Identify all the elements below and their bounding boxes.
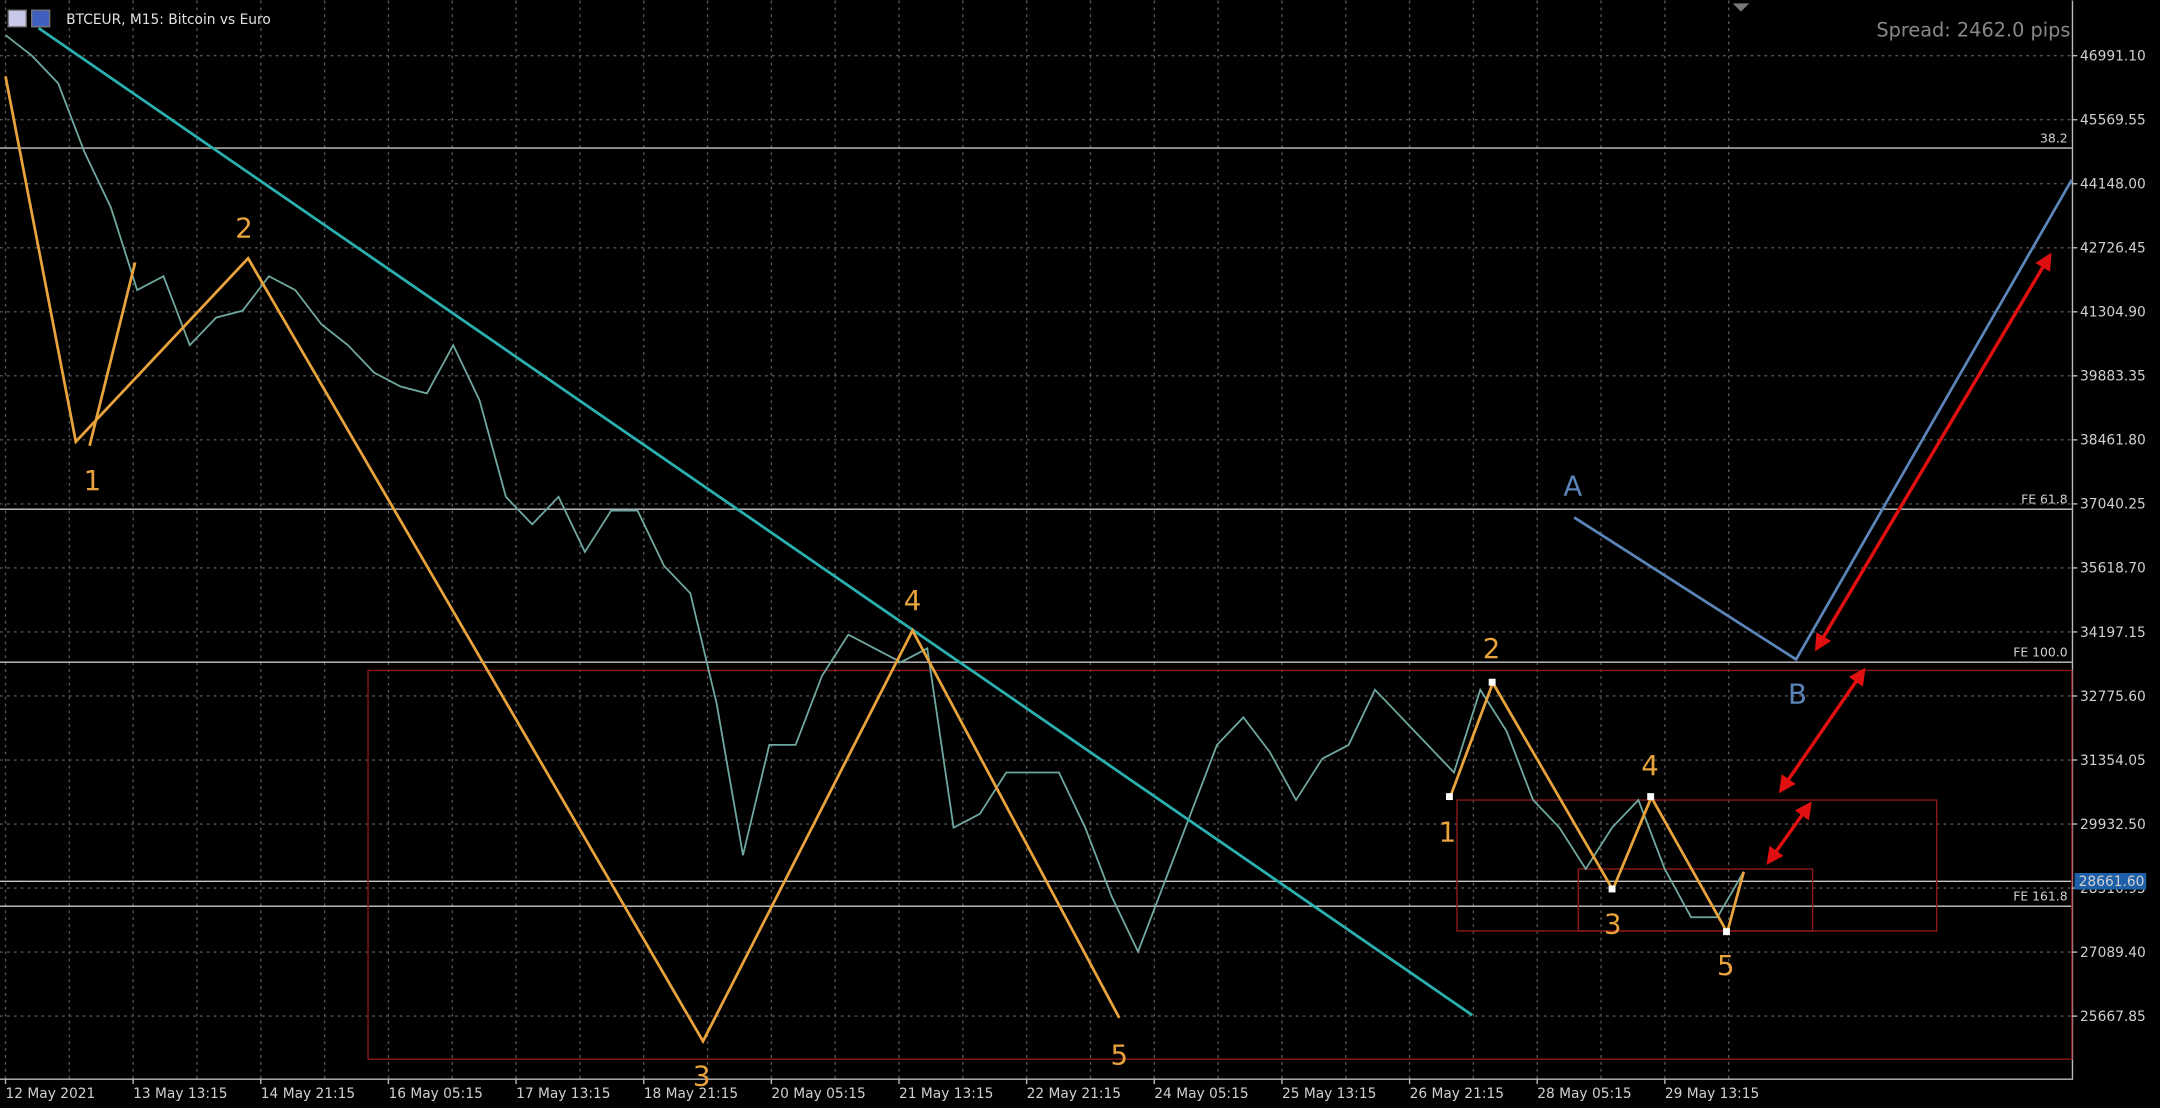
wave-label: 1 [1439,816,1457,848]
arrows [1766,252,2052,865]
symbol-title: BTCEUR, M15: Bitcoin vs Euro [66,12,271,28]
wave-line [88,262,137,447]
y-tick-label: 29932.50 [2080,817,2146,833]
point [1488,678,1496,686]
x-tick-label: 25 May 13:15 [1282,1086,1376,1102]
x-tick-label: 12 May 2021 [6,1086,96,1102]
spread: Spread: 2462.0 pips [1876,18,2070,41]
x-tick-label: 21 May 13:15 [899,1086,993,1102]
level-label: FE 100.0 [2013,645,2067,660]
wave-label: 4 [904,585,922,617]
x-tick-label: 16 May 05:15 [388,1086,482,1102]
y-tick-label: 31354.05 [2080,753,2146,769]
wave-label: 5 [1717,950,1735,982]
y-tick-label: 42726.45 [2080,241,2146,257]
time-axis: 12 May 2021 13 May 13:15 14 May 21:15 16 Ma… [4,1078,1759,1102]
wave-label: 4 [1641,750,1659,782]
y-tick-label: 41304.90 [2080,305,2146,321]
y-tick-label: 25667.85 [2080,1009,2146,1025]
arrow [1815,252,2052,652]
trendline [37,26,1473,1017]
arrow [1766,801,1812,865]
level-label: FE 161.8 [2013,889,2067,904]
app-icon [31,9,51,28]
x-tick-label: 22 May 21:15 [1027,1086,1121,1102]
point [1647,793,1655,801]
point [1608,885,1616,893]
wave-label: 2 [1483,633,1501,665]
y-tick-label: 27089.40 [2080,945,2146,961]
price [4,34,1745,954]
wave-label: 1 [84,465,102,497]
y-tick-label: 34197.15 [2080,625,2146,641]
wave-label: A [1563,470,1582,502]
wave-line [1448,679,1746,936]
price-axis: 46991.10 45569.55 44148.00 42726.45 41304.90… [2071,49,2147,1025]
y-tick-label: 44148.00 [2080,177,2146,193]
x-tick-label: 29 May 13:15 [1665,1086,1759,1102]
x-tick-label: 13 May 13:15 [133,1086,227,1102]
y-tick-label: 46991.10 [2080,49,2146,65]
wave-label: 2 [235,213,253,245]
shift-marker [1732,3,1750,12]
y-tick-label: 38461.80 [2080,433,2146,449]
level-label: FE 61.8 [2021,492,2068,507]
x-tick-label: 14 May 21:15 [261,1086,355,1102]
x-tick-label: 24 May 05:15 [1154,1086,1248,1102]
x-tick-label: 26 May 21:15 [1410,1086,1504,1102]
y-tick-label: 32775.60 [2080,689,2146,705]
grid [0,0,2072,1079]
arrow [1778,667,1866,794]
x-tick-label: 17 May 13:15 [516,1086,610,1102]
x-tick-label: 18 May 21:15 [644,1086,738,1102]
x-tick-label: 28 May 05:15 [1537,1086,1631,1102]
app-icon [7,9,27,28]
wave-label: 3 [1604,909,1622,941]
point [1445,793,1453,801]
level-label: 38.2 [2040,131,2068,146]
wave-line [4,76,1121,1045]
wave-label: 3 [693,1060,711,1092]
wave-label: 5 [1111,1040,1129,1072]
price-tag [2074,873,2147,890]
wave-points [1445,678,1730,936]
price-tag-label: 28661.60 [2079,874,2145,890]
x-tick-label: 20 May 05:15 [771,1086,865,1102]
y-tick-label: 37040.25 [2080,497,2146,513]
wave-lines [4,76,1746,1045]
y-tick-label: 39883.35 [2080,369,2146,385]
price-line [4,34,1745,954]
y-tick-label: 45569.55 [2080,113,2146,129]
box [1577,868,1814,932]
y-tick-label: 35618.70 [2080,561,2146,577]
boxes [367,669,2073,1060]
point [1723,928,1730,936]
wave-label: B [1788,679,1807,711]
box [367,669,2073,1060]
